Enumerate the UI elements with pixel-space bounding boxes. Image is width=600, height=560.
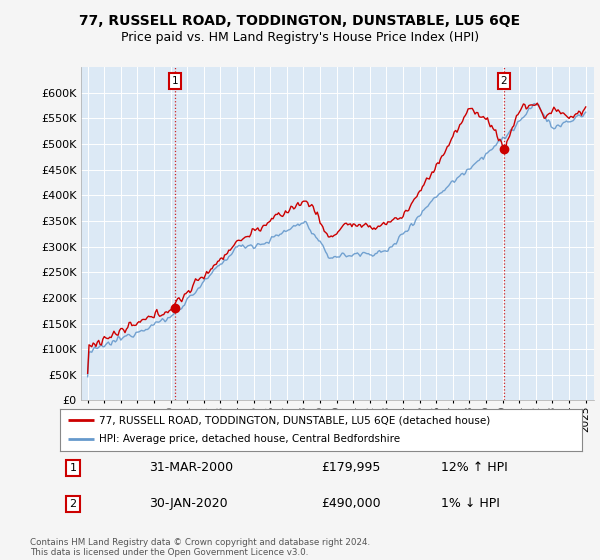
Text: 30-JAN-2020: 30-JAN-2020 (149, 497, 227, 510)
Text: 2: 2 (70, 499, 77, 509)
Text: £490,000: £490,000 (321, 497, 380, 510)
Text: HPI: Average price, detached house, Central Bedfordshire: HPI: Average price, detached house, Cent… (99, 435, 400, 445)
Text: 1: 1 (172, 76, 178, 86)
Text: Price paid vs. HM Land Registry's House Price Index (HPI): Price paid vs. HM Land Registry's House … (121, 31, 479, 44)
Text: 12% ↑ HPI: 12% ↑ HPI (441, 461, 508, 474)
Text: 77, RUSSELL ROAD, TODDINGTON, DUNSTABLE, LU5 6QE: 77, RUSSELL ROAD, TODDINGTON, DUNSTABLE,… (79, 14, 521, 28)
Text: 1% ↓ HPI: 1% ↓ HPI (441, 497, 500, 510)
Text: 31-MAR-2000: 31-MAR-2000 (149, 461, 233, 474)
Text: £179,995: £179,995 (321, 461, 380, 474)
Text: 1: 1 (70, 463, 77, 473)
Text: 77, RUSSELL ROAD, TODDINGTON, DUNSTABLE, LU5 6QE (detached house): 77, RUSSELL ROAD, TODDINGTON, DUNSTABLE,… (99, 415, 490, 425)
Text: 2: 2 (501, 76, 508, 86)
Text: Contains HM Land Registry data © Crown copyright and database right 2024.
This d: Contains HM Land Registry data © Crown c… (30, 538, 370, 557)
